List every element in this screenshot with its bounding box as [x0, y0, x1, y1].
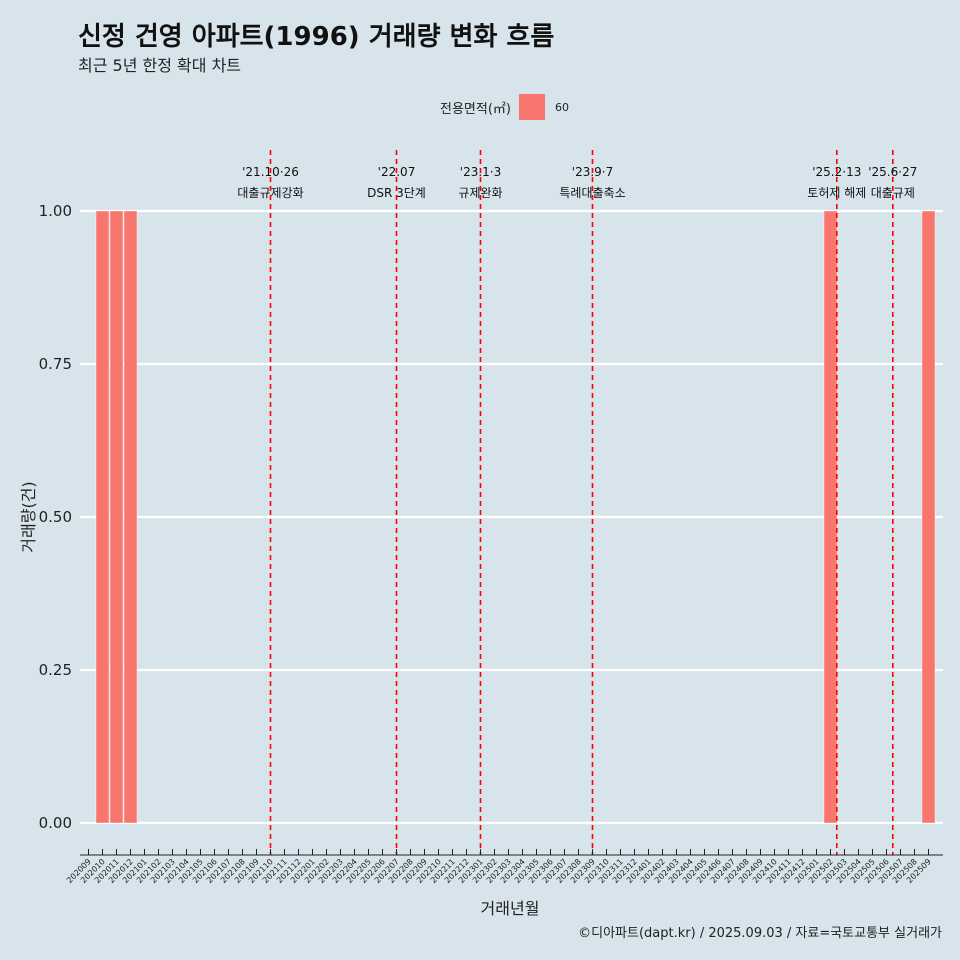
annotation-event: 규제완화: [458, 186, 502, 200]
annotation-labels: '21.10·26 대출규제강화 '22.07 DSR 3단계 '23.1·3 규제완화 '…: [237, 165, 917, 200]
bar: [95, 210, 110, 824]
y-axis: 0.00 0.25 0.50 0.75 1.00: [39, 202, 72, 832]
x-axis-title: 거래년월: [481, 899, 540, 918]
annotation-event: 대출규제: [871, 186, 915, 200]
y-tick-label: 1.00: [39, 202, 72, 220]
bar: [123, 210, 138, 824]
annotation-date: '22.07: [378, 165, 416, 179]
bar: [109, 210, 124, 824]
bar: [823, 210, 838, 824]
chart-subtitle: 최근 5년 한정 확대 차트: [78, 56, 242, 75]
annotation-lines: [269, 150, 894, 855]
legend-label: 60: [554, 100, 569, 114]
annotation-event: 특례대출축소: [559, 186, 625, 200]
annotation-event: 대출규제강화: [237, 186, 303, 200]
y-tick-label: 0.50: [39, 508, 72, 526]
source-caption: ©디아파트(dapt.kr) / 2025.09.03 / 자료=국토교통부 실…: [578, 926, 942, 941]
bar: [921, 210, 936, 824]
y-tick-label: 0.25: [39, 661, 72, 679]
chart-title: 신정 건영 아파트(1996) 거래량 변화 흐름: [78, 22, 555, 52]
legend-key-swatch: [518, 94, 545, 120]
y-axis-title: 거래량(건): [19, 481, 38, 552]
annotation-date: '23.1·3: [460, 165, 501, 179]
y-tick-label: 0.75: [39, 355, 72, 373]
legend-title: 전용면적(㎡): [440, 101, 511, 117]
y-tick-label: 0.00: [39, 814, 72, 832]
x-axis: 2020092020102020112020122021012021022021…: [65, 849, 943, 885]
annotation-date: '21.10·26: [242, 165, 299, 179]
bars: [95, 210, 936, 824]
annotation-date: '25.6·27: [868, 165, 917, 179]
grid-lines: [80, 209, 943, 825]
annotation-event: DSR 3단계: [367, 186, 426, 200]
annotation-date: '23.9·7: [572, 165, 613, 179]
legend: 전용면적(㎡) 60: [440, 94, 569, 120]
annotation-event: 토허제 해제: [807, 186, 866, 200]
annotation-date: '25.2·13: [812, 165, 861, 179]
